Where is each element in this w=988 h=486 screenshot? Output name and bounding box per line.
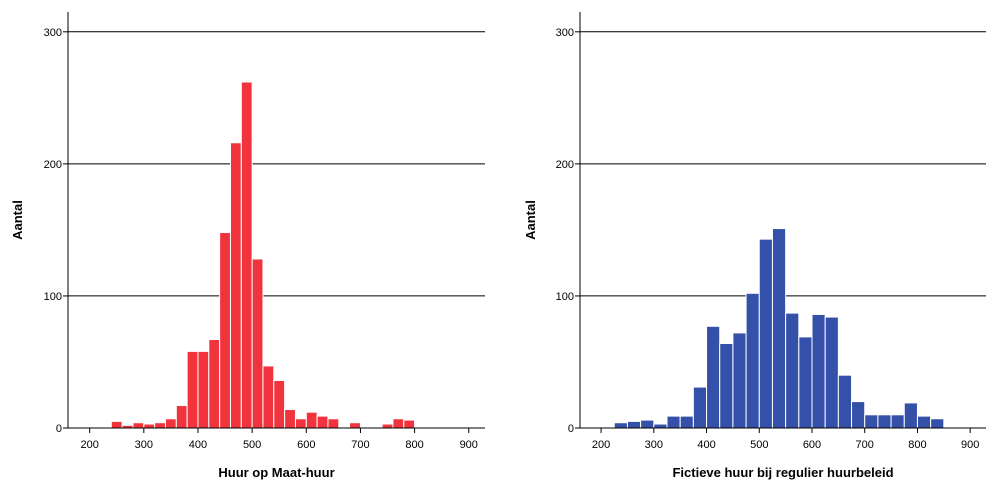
chart-panel-1: 0 100 200 300 200 300 400 500 600 700 800 900 Huur o…: [10, 12, 485, 480]
x-tick-label: 200: [80, 439, 98, 451]
y-tick-label: 300: [556, 27, 574, 39]
histogram-bar: [916, 415, 932, 429]
x-tick-label: 600: [803, 439, 821, 451]
histogram-bar: [626, 420, 642, 429]
x-tick-label: 900: [961, 439, 979, 451]
histogram-bar: [381, 423, 394, 429]
histogram-bar: [771, 228, 787, 429]
x-tick-label: 500: [750, 439, 768, 451]
x-tick-label: 500: [243, 439, 261, 451]
histogram-bar: [653, 423, 668, 429]
histogram-bar: [208, 339, 221, 429]
histogram-bar: [392, 418, 405, 429]
x-tick-label: 800: [405, 439, 423, 451]
x-axis-title: Huur op Maat-huur: [218, 465, 334, 480]
histogram-bar: [164, 418, 177, 429]
histogram-bar: [316, 415, 329, 429]
chart-panel-2: 0 100 200 300 200 300 400 500 600 700 800 900 Fictie…: [523, 12, 986, 480]
histogram-bar: [327, 418, 340, 429]
x-tick-label: 700: [351, 439, 369, 451]
x-tick-label: 300: [645, 439, 663, 451]
y-tick-label: 200: [44, 159, 62, 171]
x-tick-label: 400: [189, 439, 207, 451]
histogram-bar: [186, 350, 199, 429]
histogram-bar: [613, 422, 628, 429]
histogram-bar: [666, 415, 681, 429]
y-tick-label: 100: [556, 291, 574, 303]
x-tick-label: 900: [460, 439, 478, 451]
histogram-bar: [864, 414, 879, 429]
histogram-bar: [132, 422, 145, 429]
histogram-bar: [219, 232, 231, 429]
x-tick-label: 400: [697, 439, 715, 451]
histogram-bar: [877, 414, 892, 429]
y-tick-label: 200: [556, 159, 574, 171]
histogram-bar: [903, 402, 918, 429]
x-tick-label: 700: [856, 439, 874, 451]
histogram-bar: [262, 365, 275, 429]
x-tick-label: 300: [135, 439, 153, 451]
histogram-bar: [349, 422, 361, 429]
histogram-bar: [143, 423, 156, 429]
y-tick-label: 0: [568, 423, 574, 435]
x-tick-label: 200: [592, 439, 610, 451]
histogram-bar: [851, 401, 866, 429]
histogram-bar: [175, 405, 188, 429]
histogram-bar: [890, 414, 905, 429]
x-axis-title: Fictieve huur bij regulier huurbeleid: [672, 465, 893, 480]
histogram-bar: [154, 422, 166, 429]
histogram-bar: [930, 418, 945, 429]
histogram-bar: [251, 258, 264, 429]
histogram-bar: [284, 409, 296, 429]
histogram-bar: [758, 238, 773, 429]
histogram-bar: [732, 332, 747, 429]
histogram-bar: [837, 374, 853, 429]
histogram-bar: [798, 336, 813, 429]
histogram-bar: [679, 415, 694, 429]
histogram-bar: [229, 142, 242, 429]
histogram-bar: [294, 418, 307, 429]
histogram-bar: [110, 420, 123, 429]
histogram-bar: [824, 316, 839, 429]
histogram-bar: [811, 313, 826, 429]
x-tick-label: 800: [908, 439, 926, 451]
y-tick-label: 0: [56, 423, 62, 435]
histogram-bar: [745, 292, 760, 429]
histogram-bar: [305, 411, 318, 429]
histogram-bar: [706, 325, 721, 429]
y-axis-title: Aantal: [523, 200, 538, 240]
y-axis-title: Aantal: [10, 200, 25, 240]
x-tick-label: 600: [297, 439, 315, 451]
histogram-bar: [197, 350, 210, 429]
histogram-bar: [273, 379, 286, 429]
histogram-bar: [640, 419, 655, 429]
histogram-bar: [785, 312, 800, 429]
histogram-bar: [240, 81, 253, 429]
histogram-bar: [692, 386, 708, 429]
histogram-bar: [719, 342, 734, 429]
histogram-bar: [403, 419, 416, 429]
y-tick-label: 100: [44, 291, 62, 303]
y-tick-label: 300: [44, 27, 62, 39]
